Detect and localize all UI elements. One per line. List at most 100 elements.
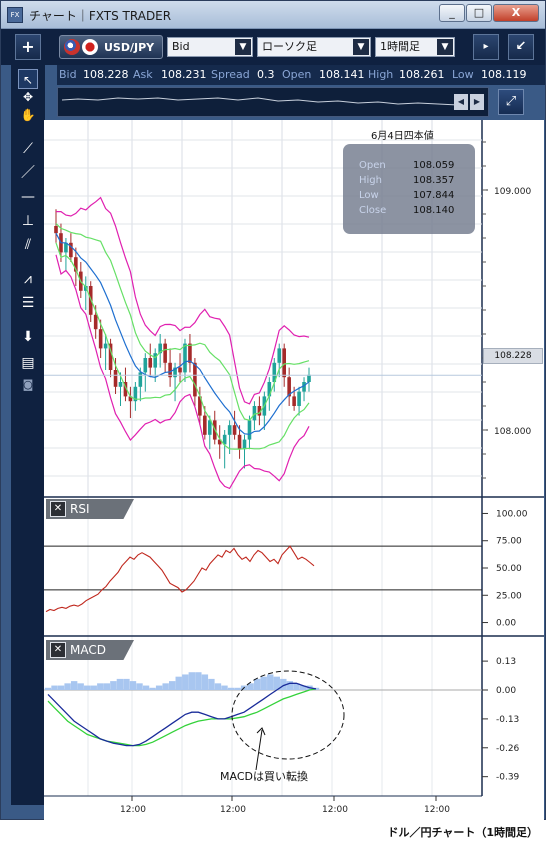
chart-navigator[interactable]: ◀ ▶	[57, 87, 489, 117]
macd-histogram-bar	[149, 687, 156, 690]
add-chart-button[interactable]: +	[15, 34, 41, 60]
bid-label: Bid	[59, 68, 77, 81]
candle-body	[138, 372, 143, 387]
currency-pair-button[interactable]: USD/JPY	[59, 35, 163, 59]
rsi-line	[45, 545, 315, 613]
navigator-sparkline	[61, 97, 459, 106]
candle-body	[252, 406, 257, 421]
list-icon[interactable]: ▤	[21, 355, 35, 371]
macd-histogram-bar	[201, 674, 209, 690]
zoom-fit-icon[interactable]: ⤢	[498, 89, 524, 115]
macd-histogram-bar	[129, 681, 137, 690]
price-type-value: Bid	[172, 40, 190, 53]
candle-body	[282, 348, 286, 378]
candle-body	[227, 425, 232, 435]
ohlc-date: 6月4日四本値	[371, 131, 434, 142]
hand-icon[interactable]: ✋	[20, 108, 36, 122]
fan-icon[interactable]: ⩘	[24, 271, 32, 287]
candle-body	[198, 396, 202, 416]
jp-flag-icon	[82, 39, 98, 55]
macd-histogram-bar	[110, 681, 117, 690]
annotation-arrow	[255, 729, 263, 771]
macd-label-text: MACD	[70, 643, 106, 657]
candle-body	[297, 391, 301, 406]
macd-y-tick-label: 0.00	[496, 686, 516, 696]
maximize-button[interactable]: □	[466, 4, 492, 22]
macd-histogram-bar	[123, 678, 130, 690]
window-title: チャート｜FXTS TRADER	[29, 9, 172, 23]
crosshair-icon[interactable]: ✥	[22, 90, 34, 104]
macd-histogram-bar	[162, 683, 169, 690]
timeframe-value: 1時間足	[380, 40, 420, 53]
candle-body	[222, 434, 227, 445]
macd-histogram-bar	[253, 678, 261, 690]
macd-histogram-bar	[267, 674, 274, 690]
x-tick-label: 12:00	[424, 805, 450, 815]
scroll-left-icon[interactable]: ◀	[454, 94, 468, 110]
ohlc-close-label: Close	[359, 205, 387, 216]
fibonacci-icon[interactable]: ☰	[21, 295, 35, 311]
vertical-line-icon[interactable]: ⊥	[21, 213, 35, 229]
macd-histogram-bar	[214, 683, 222, 690]
candle-body	[148, 358, 153, 368]
macd-y-tick-label: -0.39	[496, 773, 520, 783]
macd-histogram-bar	[227, 687, 235, 690]
ohlc-low-label: Low	[359, 190, 379, 201]
chart-type-select[interactable]: ローソク足 ▼	[257, 37, 371, 57]
macd-annotation: MACDは買い転換	[220, 770, 308, 783]
close-button[interactable]: X	[493, 4, 539, 22]
horizontal-line-icon[interactable]: —	[21, 189, 35, 205]
minimize-button[interactable]: _	[439, 4, 465, 22]
candle-body	[217, 439, 222, 445]
candle-body	[108, 343, 113, 370]
timeframe-select[interactable]: 1時間足 ▼	[375, 37, 455, 57]
candle-body	[232, 425, 237, 435]
candle-body	[272, 362, 277, 382]
x-tick-label: 12:00	[322, 805, 348, 815]
candle-body	[307, 374, 311, 382]
channel-icon[interactable]: ⫽	[24, 237, 32, 253]
currency-pair-label: USD/JPY	[104, 41, 155, 54]
candle-body	[128, 396, 133, 402]
ohlc-open-label: Open	[359, 160, 386, 171]
candle-body	[143, 358, 148, 373]
candle-body	[173, 367, 177, 378]
download-icon[interactable]: ⬇	[22, 329, 34, 345]
undock-icon[interactable]: ↙	[508, 34, 534, 60]
macd-histogram-bar	[182, 674, 189, 690]
macd-histogram-bar	[77, 683, 84, 690]
close-macd-icon[interactable]: ✕	[50, 642, 66, 658]
rsi-y-tick-label: 0.00	[496, 619, 516, 629]
x-tick-label: 12:00	[220, 805, 246, 815]
macd-highlight-ellipse	[231, 670, 345, 760]
arrow-cursor-icon[interactable]: ↖	[18, 69, 38, 89]
trend-line-icon[interactable]: ⟋	[23, 141, 33, 157]
macd-histogram-bar	[273, 676, 280, 690]
scroll-right-icon[interactable]: ▶	[470, 94, 484, 110]
candle-body	[188, 343, 192, 363]
candle-body	[207, 420, 212, 435]
ask-label: Ask	[133, 68, 153, 81]
close-rsi-icon[interactable]: ✕	[50, 501, 66, 517]
chevron-down-icon: ▼	[235, 39, 251, 55]
ask-value: 108.231	[161, 68, 207, 81]
macd-histogram-bar	[84, 685, 91, 690]
spread-value: 0.3	[257, 68, 275, 81]
macd-y-tick-label: 0.13	[496, 657, 516, 667]
candle-body	[64, 242, 68, 253]
camera-icon[interactable]: ◙	[22, 378, 34, 391]
candle-body	[98, 329, 103, 349]
panel-toggle-button[interactable]: ▸	[473, 34, 499, 60]
high-value: 108.261	[399, 68, 445, 81]
line-icon[interactable]: ／	[21, 165, 35, 181]
price-type-select[interactable]: Bid ▼	[167, 37, 253, 57]
figure-caption: ドル／円チャート（1時間足）	[387, 826, 538, 839]
candle-body	[257, 406, 262, 416]
macd-histogram-bar	[70, 681, 78, 690]
ohlc-high-value: 108.357	[413, 175, 455, 186]
indicator-lines	[44, 196, 482, 490]
macd-histogram-bar	[299, 685, 307, 690]
candle-body	[158, 343, 162, 354]
macd-histogram-bar	[195, 672, 202, 690]
macd-histogram-bar	[260, 676, 267, 690]
